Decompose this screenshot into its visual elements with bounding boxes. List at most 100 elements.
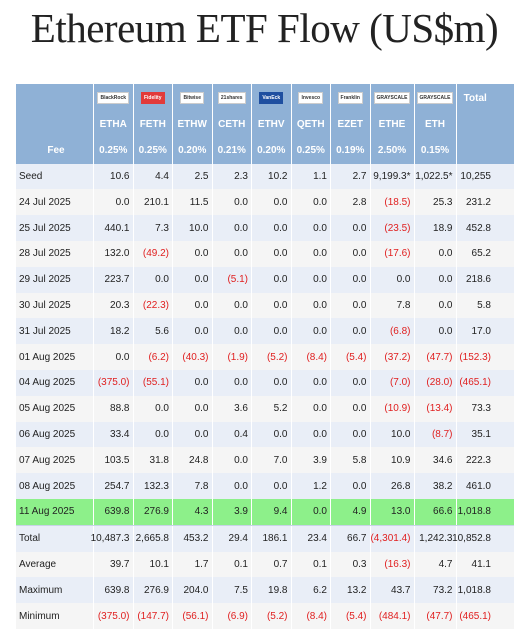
flow-cell: 9,199.3* [369, 163, 414, 190]
flow-cell: 0.0 [93, 189, 133, 216]
stat-cell: 29.4 [211, 525, 252, 552]
ticker-label: QETH [290, 112, 331, 138]
fee-value: 0.21% [211, 137, 252, 164]
stat-row: Minimum (375.0) (147.7) (56.1) (6.9) (5.2) (8.… [16, 603, 514, 629]
flow-cell: 0.0 [290, 240, 331, 267]
ticker-label: FETH [132, 112, 173, 138]
stat-cell: (5.2) [251, 603, 291, 629]
flow-cell: 88.8 [93, 395, 133, 422]
issuer-logo-cell: Fidelity [132, 84, 173, 112]
flow-cell: 18.9 [413, 215, 456, 241]
flow-cell: 639.8 [93, 498, 133, 525]
flow-cell: 0.0 [211, 447, 252, 474]
stat-cell: 23.4 [290, 525, 331, 552]
table-row: Seed 10.6 4.4 2.5 2.3 10.2 1.1 2.7 9,199.3* 1,022… [16, 163, 514, 190]
flow-cell: 0.0 [251, 189, 291, 216]
row-date-label: 29 Jul 2025 [19, 274, 71, 286]
flow-cell: 4.4 [132, 163, 173, 190]
flow-cell: 3.9 [290, 447, 331, 474]
flow-cell: 1,018.8 [455, 498, 495, 525]
stat-cell: 0.7 [251, 551, 291, 578]
flow-cell: 2.8 [330, 189, 370, 216]
stat-row: Maximum 639.8 276.9 204.0 7.5 19.8 6.2 13.2 43.7… [16, 577, 514, 604]
issuer-logo: BlackRock [97, 92, 130, 104]
row-date-label: 31 Jul 2025 [19, 325, 71, 337]
table-row: 29 Jul 2025 223.7 0.0 0.0 (5.1) 0.0 0.0 0.0 0.0 0… [16, 266, 514, 293]
stat-cell: (375.0) [93, 603, 133, 629]
flow-cell: 0.0 [211, 215, 252, 241]
stat-cell: 66.7 [330, 525, 370, 552]
fee-value [455, 137, 495, 164]
table-divider [16, 524, 514, 526]
flow-cell: 0.0 [330, 215, 370, 241]
ticker-label: EZET [330, 112, 370, 138]
flow-cell: 7.0 [251, 447, 291, 474]
flow-cell: 10,255 [455, 163, 495, 190]
flow-cell: 440.1 [93, 215, 133, 241]
row-date-label: 25 Jul 2025 [19, 222, 71, 234]
flow-cell: 0.0 [251, 292, 291, 319]
stat-cell: 10,487.3 [91, 525, 133, 552]
flow-cell: 0.0 [413, 318, 456, 345]
flow-cell: 38.2 [413, 473, 456, 499]
flow-cell: 31.8 [132, 447, 173, 474]
flow-cell: 0.0 [172, 395, 212, 422]
stat-cell: 39.7 [93, 551, 133, 578]
flow-cell: 0.0 [211, 318, 252, 345]
table-row: 31 Jul 2025 18.2 5.6 0.0 0.0 0.0 0.0 0.0 (6.8) 0.… [16, 318, 514, 345]
flow-cell: 0.0 [330, 369, 370, 396]
stat-cell: (8.4) [290, 603, 331, 629]
issuer-logo-cell: Total [455, 84, 495, 112]
flow-cell: 0.0 [290, 395, 331, 422]
fee-value: 0.19% [330, 137, 370, 164]
issuer-logo-cell: GRAYSCALE [413, 84, 456, 112]
stat-cell: (6.9) [211, 603, 252, 629]
etf-flow-table: BlackRock Fidelity Bitwise 21shares VanEck In… [16, 84, 514, 629]
flow-cell: 4.3 [172, 498, 212, 525]
flow-cell: (28.0) [413, 369, 456, 396]
table-row: 30 Jul 2025 20.3 (22.3) 0.0 0.0 0.0 0.0 0.0 7.8 0… [16, 292, 514, 319]
flow-cell: 17.0 [455, 318, 495, 345]
flow-cell: 4.9 [330, 498, 370, 525]
stat-cell: 1,018.8 [455, 577, 495, 604]
flow-cell: 0.0 [290, 292, 331, 319]
flow-cell: 10.0 [369, 421, 414, 448]
flow-cell: (49.2) [132, 240, 173, 267]
flow-cell: 0.0 [330, 292, 370, 319]
ticker-label: ETHA [93, 112, 133, 138]
issuer-logo-cell: VanEck [251, 84, 291, 112]
flow-cell: 65.2 [455, 240, 495, 267]
issuer-header-row: BlackRock Fidelity Bitwise 21shares VanEck In… [16, 84, 514, 112]
flow-cell: 0.0 [172, 292, 212, 319]
flow-cell: 0.0 [251, 266, 291, 293]
issuer-logo: VanEck [259, 92, 284, 104]
flow-cell: 35.1 [455, 421, 495, 448]
flow-cell: 18.2 [93, 318, 133, 345]
flow-cell: 0.0 [211, 369, 252, 396]
row-date-label: 06 Aug 2025 [19, 428, 76, 440]
row-date-label: 30 Jul 2025 [19, 299, 71, 311]
fee-value: 0.25% [132, 137, 173, 164]
ticker-label: CETH [211, 112, 252, 138]
flow-cell: 222.3 [455, 447, 495, 474]
stat-cell: 2,665.8 [132, 525, 173, 552]
fee-value: 0.20% [172, 137, 212, 164]
flow-cell: 0.0 [211, 292, 252, 319]
flow-cell: 0.0 [251, 473, 291, 499]
stat-label: Average [19, 558, 57, 570]
flow-cell: (55.1) [132, 369, 173, 396]
flow-cell: (10.9) [369, 395, 414, 422]
flow-cell: 33.4 [93, 421, 133, 448]
row-date-label: 28 Jul 2025 [19, 248, 71, 260]
header-corner [16, 84, 93, 112]
flow-cell: 1.1 [290, 163, 331, 190]
flow-cell: 132.0 [93, 240, 133, 267]
flow-cell: 276.9 [132, 498, 173, 525]
flow-cell: 0.0 [251, 369, 291, 396]
stat-cell: (56.1) [172, 603, 212, 629]
flow-cell: (23.5) [369, 215, 414, 241]
table-row: 01 Aug 2025 0.0 (6.2) (40.3) (1.9) (5.2) (8.4)… [16, 344, 514, 370]
flow-cell: 2.5 [172, 163, 212, 190]
issuer-logo-cell: Franklin [330, 84, 370, 112]
issuer-logo-cell: BlackRock [93, 84, 133, 112]
